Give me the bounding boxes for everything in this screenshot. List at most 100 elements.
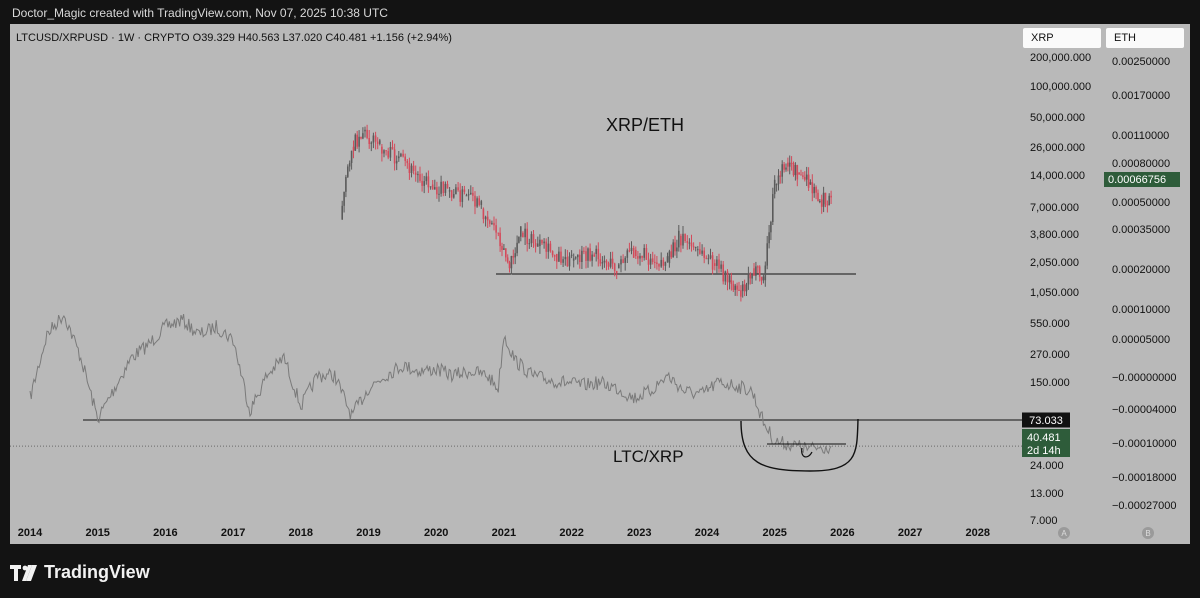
xrp-candle-57 xyxy=(459,190,461,202)
xrp-candle-123 xyxy=(595,248,597,254)
xrp-candle-25 xyxy=(391,147,394,150)
xrp-candle-214 xyxy=(779,175,782,177)
xrp-candle-188 xyxy=(730,280,733,284)
xrp-candle-63 xyxy=(472,192,474,196)
xrp-candle-23 xyxy=(387,151,389,158)
xrp-candle-146 xyxy=(643,248,645,258)
xrp-candle-0 xyxy=(341,205,343,220)
xrp-candle-29 xyxy=(400,153,402,157)
xrp-candle-84 xyxy=(514,253,516,258)
scale-tab-eth[interactable]: ETH xyxy=(1106,28,1184,48)
xrp-candle-20 xyxy=(381,146,383,154)
xrp-candle-121 xyxy=(591,254,593,261)
left-axis-tick-7: 2,050.000 xyxy=(1030,257,1079,269)
axis-badge-b-bg xyxy=(1142,527,1154,539)
xrp-candle-106 xyxy=(560,251,562,263)
xrp-candle-218 xyxy=(787,162,789,167)
xrp-candle-186 xyxy=(726,271,729,283)
xrp-candle-173 xyxy=(699,249,701,254)
xrp-candle-118 xyxy=(585,251,587,261)
chart-pane[interactable]: XRP/ETH LTC/XRP 200,000.000 100,000.000 50,… xyxy=(10,24,1190,544)
time-tick-2023: 2023 xyxy=(627,527,651,539)
tradingview-logo[interactable]: TradingView xyxy=(10,562,150,583)
xrp-candle-234 xyxy=(817,192,819,202)
time-axis: 2014 2015 2016 2017 2018 2019 2020 2021 2022 2023… xyxy=(18,527,990,539)
left-axis-tick-12: 24.000 xyxy=(1030,460,1064,472)
time-tick-2016: 2016 xyxy=(153,527,177,539)
right-axis-tick-8: 0.00005000 xyxy=(1112,334,1170,346)
xrp-candle-224 xyxy=(798,172,800,175)
xrp-candle-54 xyxy=(453,194,455,198)
left-axis-tick-8: 1,050.000 xyxy=(1030,287,1079,299)
xrp-candle-229 xyxy=(807,174,810,188)
xrp-candle-86 xyxy=(518,236,520,243)
ltc-support-badge-bg xyxy=(1022,412,1070,428)
right-axis-tick-4: 0.00050000 xyxy=(1112,197,1170,209)
xrp-candle-127 xyxy=(603,260,606,263)
xrp-candle-80 xyxy=(506,257,509,263)
xrp-candle-139 xyxy=(628,250,631,252)
right-axis-tick-13: −0.00027000 xyxy=(1112,500,1177,512)
xrp-candle-18 xyxy=(376,141,379,144)
xrp-candle-62 xyxy=(470,192,472,195)
xrp-candle-138 xyxy=(626,250,629,258)
xrp-candle-82 xyxy=(510,256,513,269)
xrp-candle-13 xyxy=(366,129,368,138)
xrp-candle-207 xyxy=(766,243,768,266)
xrp-candle-113 xyxy=(574,257,577,259)
chart-svg[interactable]: XRP/ETH LTC/XRP 200,000.000 100,000.000 50,… xyxy=(10,24,1190,544)
xrp-candle-68 xyxy=(482,208,485,220)
xrp-candle-96 xyxy=(539,239,541,247)
xrp-candle-180 xyxy=(714,263,716,266)
ltc-price-badge-bg xyxy=(1022,429,1070,457)
xrp-candle-53 xyxy=(450,190,453,198)
time-tick-2017: 2017 xyxy=(221,527,245,539)
right-axis-tick-1: 0.00170000 xyxy=(1112,90,1170,102)
xrp-candle-26 xyxy=(393,149,396,164)
xrp-candle-220 xyxy=(790,162,793,164)
xrp-candle-9 xyxy=(358,136,360,147)
xrp-candle-3 xyxy=(347,166,349,177)
rounded-base-drawing xyxy=(740,418,859,472)
scale-tab-xrp[interactable]: XRP xyxy=(1023,28,1101,48)
time-tick-2022: 2022 xyxy=(559,527,583,539)
xrp-candle-108 xyxy=(564,256,567,260)
xrp-candle-134 xyxy=(618,264,620,269)
xrp-candle-189 xyxy=(732,283,735,290)
xrp-candle-40 xyxy=(423,181,425,186)
xrp-candle-182 xyxy=(718,259,720,269)
xrp-candle-171 xyxy=(694,246,697,248)
xrp-candle-126 xyxy=(601,262,604,264)
xrp-candle-33 xyxy=(408,163,411,173)
axis-badge-a-bg xyxy=(1058,527,1070,539)
xrp-candle-52 xyxy=(448,190,451,192)
xrp-candle-99 xyxy=(545,241,547,252)
xrp-candle-77 xyxy=(501,246,503,250)
xrp-candle-2 xyxy=(345,176,347,192)
xrp-candle-65 xyxy=(476,198,478,207)
xrp-candle-30 xyxy=(402,153,404,157)
xrp-candle-145 xyxy=(641,255,643,258)
xrp-candle-87 xyxy=(520,226,522,237)
xrp-candle-67 xyxy=(480,201,483,205)
time-tick-2026: 2026 xyxy=(830,527,854,539)
xrp-candle-199 xyxy=(751,273,753,279)
time-tick-2015: 2015 xyxy=(85,527,109,539)
xrp-price-badge: 0.00066756 xyxy=(1108,174,1166,186)
xrp-candle-131 xyxy=(611,258,614,264)
xrp-candle-150 xyxy=(651,258,654,262)
axis-badge-a: A xyxy=(1061,529,1067,538)
xrp-candle-42 xyxy=(427,176,430,188)
left-axis-tick-13: 13.000 xyxy=(1030,488,1064,500)
xrp-candle-152 xyxy=(656,262,658,264)
xrp-candle-200 xyxy=(753,268,755,276)
right-axis-tick-0: 0.00250000 xyxy=(1112,56,1170,68)
xrp-candle-48 xyxy=(440,181,442,194)
right-axis-tick-7: 0.00010000 xyxy=(1112,304,1170,316)
support-lines xyxy=(10,273,1022,447)
time-tick-2014: 2014 xyxy=(18,527,43,539)
xrp-candle-240 xyxy=(828,195,830,206)
xrp-candle-175 xyxy=(703,250,705,258)
xrp-candle-185 xyxy=(724,271,727,282)
xrp-candle-125 xyxy=(599,259,602,264)
